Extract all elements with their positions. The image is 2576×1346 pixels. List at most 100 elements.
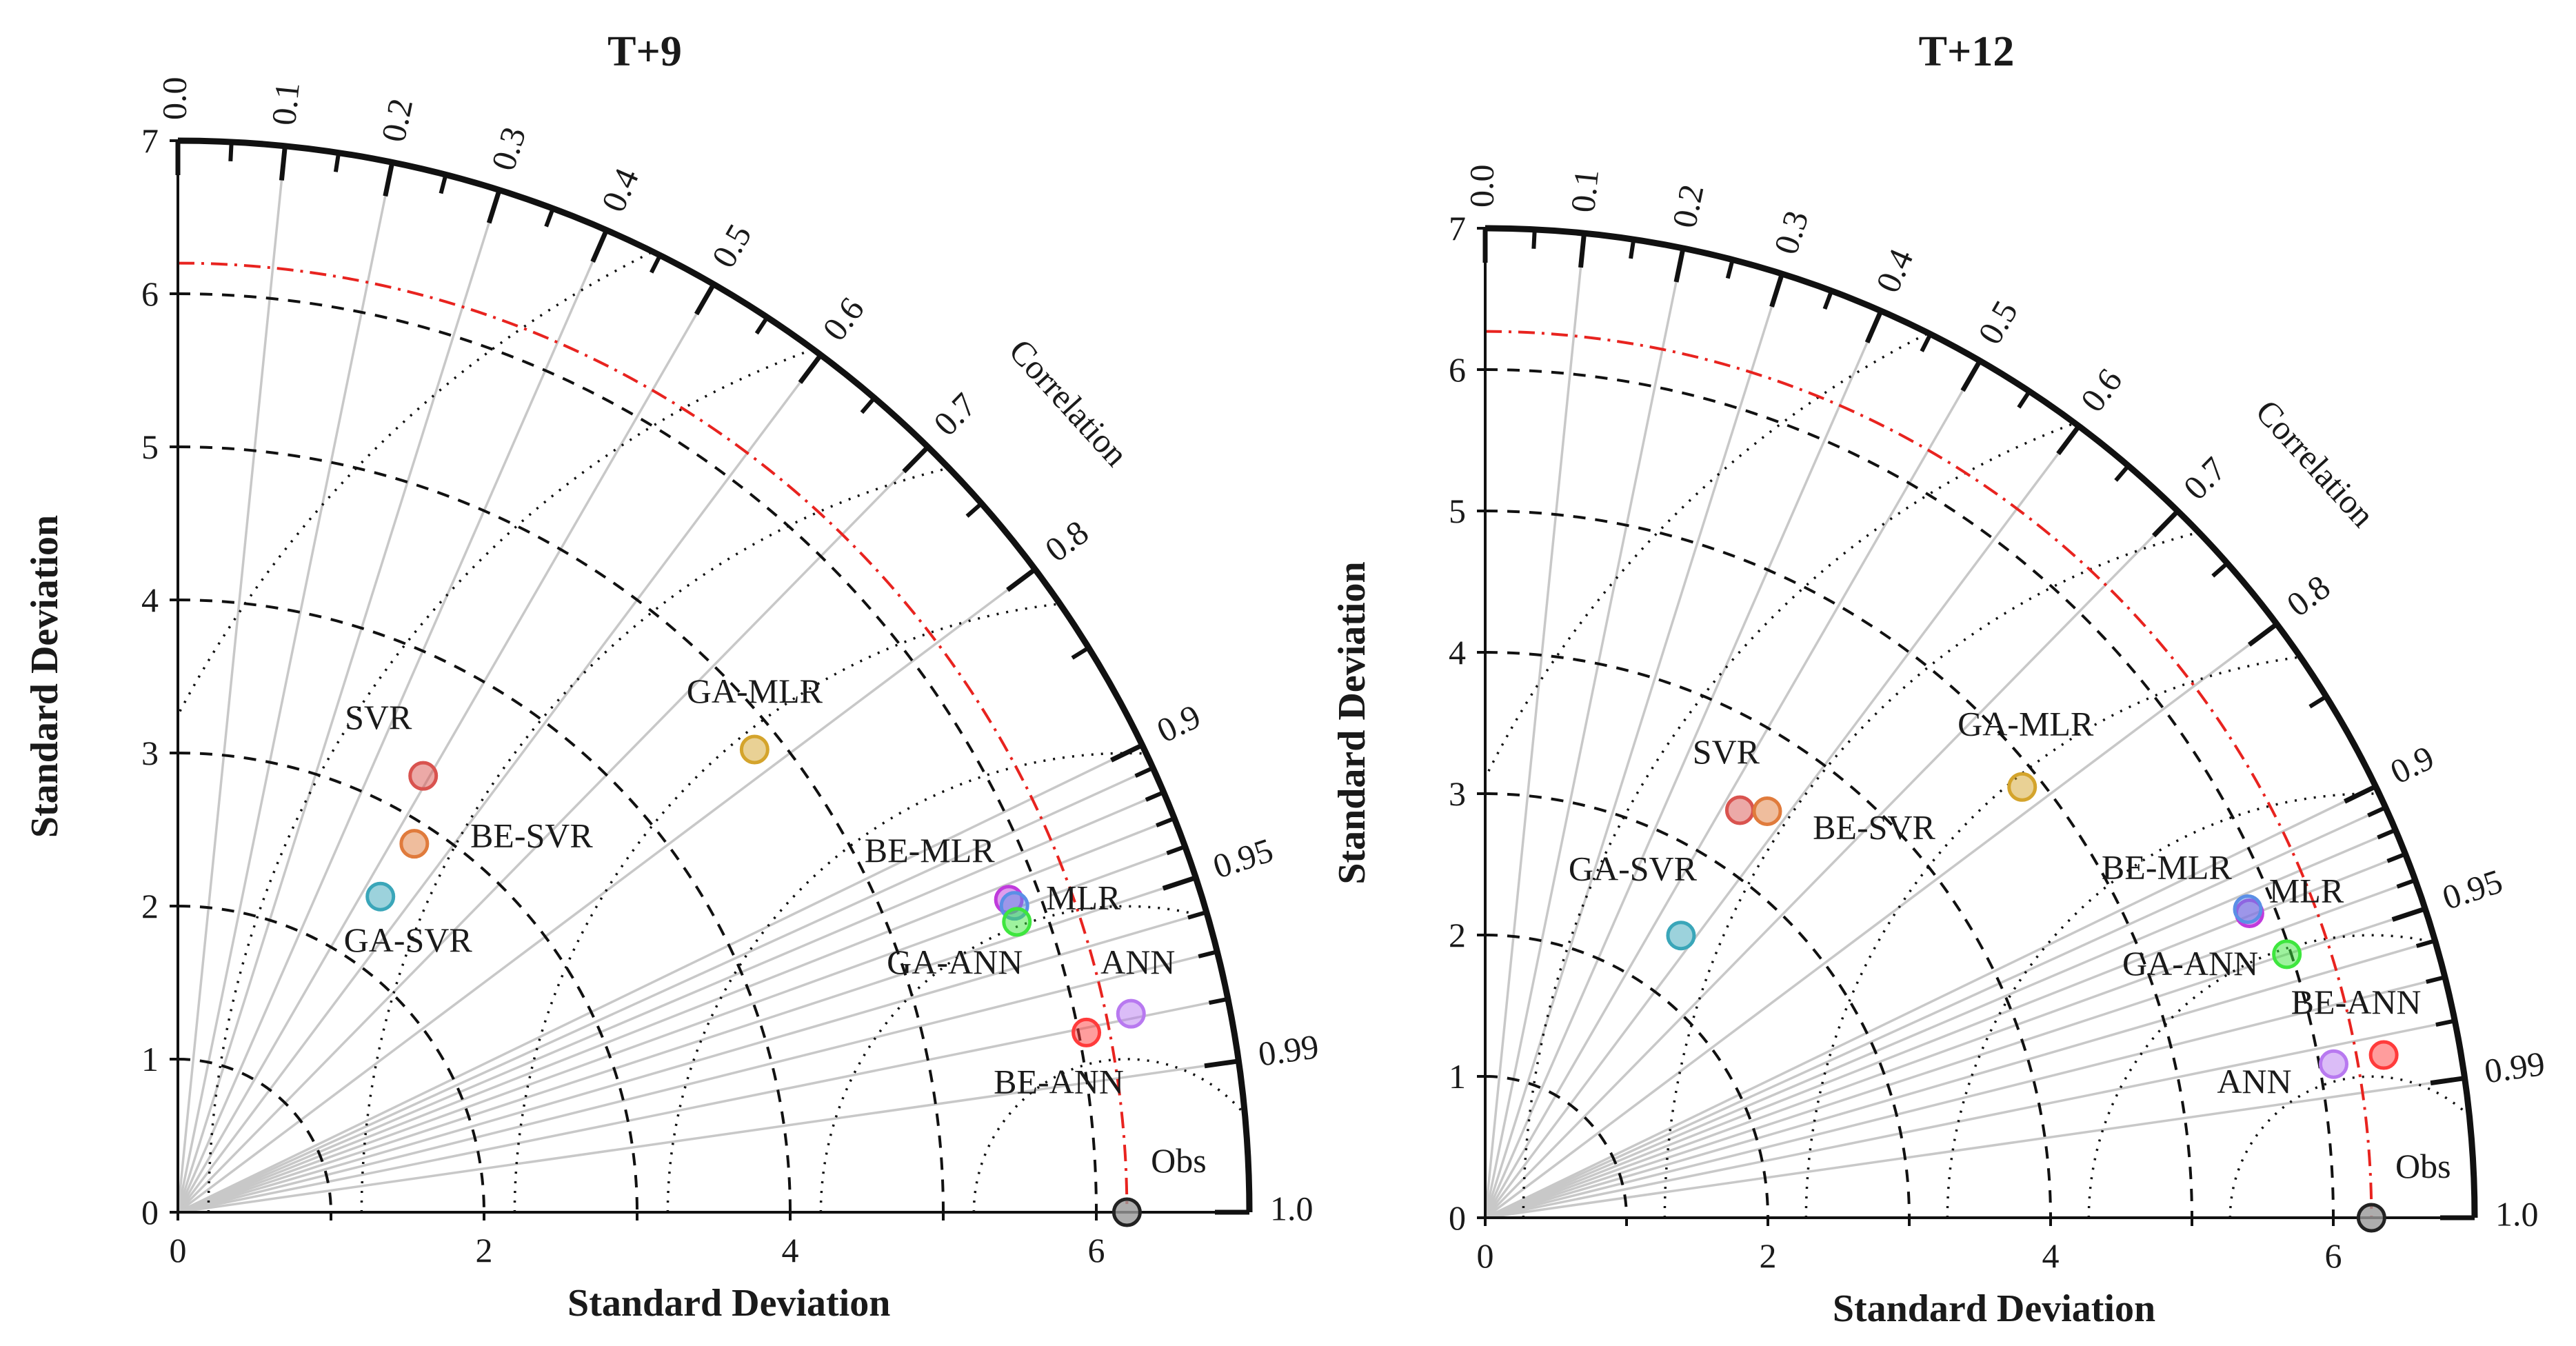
correlation-tick-label: 0.8 [1038, 512, 1096, 569]
y-tick-label: 4 [141, 581, 159, 619]
rmsd-arc [1946, 792, 2475, 1218]
correlation-minor-tick [860, 396, 876, 414]
rmsd-arc [513, 599, 1249, 1212]
std-arc [1485, 934, 1769, 1218]
rmsd-arc [1485, 228, 2475, 1218]
point-be-ann: BE-ANN [2291, 983, 2422, 1070]
y-tick-label: 5 [1449, 492, 1466, 530]
correlation-minor-tick [2017, 390, 2031, 409]
y-tick-label: 7 [1449, 209, 1466, 248]
correlation-minor-tick [1208, 996, 1229, 1005]
std-arc [1485, 651, 2052, 1218]
std-arc [1485, 1075, 1628, 1218]
correlation-minor-tick [1187, 910, 1207, 920]
y-tick-label: 0 [141, 1193, 159, 1232]
correlation-line [1485, 939, 2436, 1219]
correlation-line [1484, 510, 2179, 1219]
point-ga-mlr: GA-MLR [1958, 704, 2094, 802]
y-tick-label: 6 [141, 274, 159, 313]
correlation-tick-label: 0.5 [1970, 294, 2025, 350]
correlation-tick-label: 0.3 [1767, 206, 1816, 259]
correlation-minor-tick [333, 152, 341, 172]
correlation-line [177, 817, 1175, 1214]
x-tick-label: 6 [1088, 1231, 1105, 1269]
correlation-line [177, 283, 715, 1213]
correlation-tick-label: 0.7 [2176, 450, 2234, 508]
correlation-minor-tick [228, 141, 234, 162]
point-marker [2272, 939, 2302, 970]
correlation-major-tick [1006, 567, 1037, 592]
correlation-tick-label: 0.0 [154, 77, 193, 121]
correlation-line [177, 1060, 1239, 1214]
y-tick-label: 1 [1449, 1057, 1466, 1096]
correlation-line [1484, 310, 1882, 1218]
point-label: GA-ANN [2122, 944, 2258, 983]
std-arc [177, 1058, 332, 1213]
correlation-minor-tick [1198, 950, 1218, 958]
correlation-major-tick [1864, 310, 1884, 344]
correlation-major-tick [279, 145, 288, 181]
correlation-line [177, 145, 287, 1213]
point-label: BE-MLR [865, 831, 996, 870]
correlation-minor-tick [1822, 290, 1834, 310]
x-tick-label: 0 [1477, 1236, 1494, 1275]
correlation-minor-tick [2308, 694, 2328, 709]
point-marker [739, 734, 769, 765]
x-tick-label: 4 [782, 1231, 799, 1269]
correlation-tick-label: 0.6 [2073, 361, 2129, 419]
correlation-line [177, 354, 822, 1214]
reference-std-arc [1485, 330, 2373, 1218]
x-tick-label: 2 [476, 1231, 493, 1269]
std-arc [1485, 368, 2335, 1218]
rmsd-arc [1663, 510, 2475, 1218]
correlation-minor-tick [1166, 844, 1186, 856]
correlation-major-tick [1673, 248, 1686, 283]
std-arc [177, 905, 485, 1213]
correlation-major-tick [1162, 875, 1197, 891]
correlation-major-tick [2391, 906, 2426, 922]
correlation-tick-label: 0.95 [1208, 830, 1278, 886]
point-mlr: MLR [2233, 872, 2344, 925]
correlation-line [177, 791, 1165, 1214]
correlation-major-tick [2343, 784, 2377, 804]
correlation-tick-label: 0.1 [1563, 168, 1606, 214]
outer-correlation-arc [177, 137, 1253, 1213]
point-ann: ANN [1100, 943, 1175, 1029]
model-points: SVR BE-SVR GA-SVR GA-MLR BE-MLR MLR GA-ANN BE-A… [1569, 704, 2451, 1233]
y-tick-label: 2 [141, 887, 159, 925]
point-svr: SVR [1693, 732, 1760, 825]
correlation-major-tick [1960, 359, 1982, 392]
correlation-ticks [1482, 228, 2475, 1221]
y-tick-label: 1 [141, 1040, 159, 1078]
correlation-minor-tick [1629, 239, 1636, 259]
correlation-line [1484, 248, 1684, 1218]
point-marker [408, 761, 439, 791]
correlation-tick-labels: 0.0 0.1 0.2 0.3 0.4 0.5 0.6 0.7 0.8 0.9 0.95 0.99 1.… [1462, 165, 2547, 1234]
correlation-line [177, 911, 1207, 1214]
correlation-minor-tick [2211, 561, 2229, 578]
point-marker [399, 829, 430, 859]
correlation-tick-label: 0.2 [374, 95, 420, 145]
std-arc [177, 292, 1098, 1213]
point-obs: Obs [1111, 1141, 1207, 1227]
point-label: SVR [1693, 732, 1760, 771]
y-tick-label: 2 [1449, 916, 1466, 954]
correlation-minor-tick [754, 316, 769, 335]
correlation-line [1484, 360, 1982, 1218]
correlation-minor-tick [2114, 464, 2131, 482]
y-tick-label: 5 [141, 428, 159, 466]
model-points: SVR BE-SVR GA-SVR GA-MLR BE-MLR MLR GA-ANN ANN B… [344, 672, 1207, 1227]
point-ga-mlr: GA-MLR [687, 672, 823, 765]
correlation-line [177, 876, 1196, 1214]
point-be-mlr: BE-MLR [865, 831, 1024, 915]
correlation-minor-tick [1134, 765, 1154, 779]
correlation-tick-label: 0.99 [1256, 1027, 1321, 1074]
correlation-line [177, 950, 1218, 1214]
correlation-minor-tick [965, 501, 983, 518]
rmsd-arc [1804, 651, 2475, 1218]
correlation-tick-label: 0.7 [926, 385, 984, 443]
correlation-line [1485, 907, 2426, 1219]
